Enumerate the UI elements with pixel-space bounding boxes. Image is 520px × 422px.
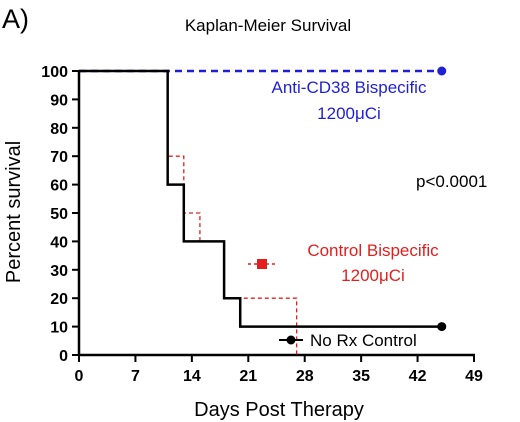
control-legend-marker — [257, 259, 267, 269]
control-label-line1: Control Bispecific — [307, 241, 439, 260]
y-tick-label: 60 — [50, 178, 68, 195]
control-label-line2: 1200μCi — [341, 266, 405, 285]
series-layer — [79, 66, 447, 355]
y-tick-label: 100 — [41, 64, 68, 81]
x-tick-label: 0 — [75, 368, 84, 385]
x-tick-label: 42 — [409, 368, 427, 385]
y-tick-label: 30 — [50, 263, 68, 280]
x-axis-title: Days Post Therapy — [194, 399, 364, 421]
y-tick-label: 40 — [50, 234, 68, 251]
x-tick-label: 28 — [296, 368, 314, 385]
legend-layer — [248, 259, 303, 345]
x-tick-label: 7 — [131, 368, 140, 385]
axes: 0 7 14 21 28 35 42 49 0 10 20 30 40 50 60 70 80 90 100 — [41, 64, 483, 385]
y-axis-title: Percent survival — [3, 141, 25, 283]
y-tick-label: 0 — [59, 348, 68, 365]
no-rx-survival-line — [79, 69, 442, 328]
x-tick-label: 35 — [352, 368, 370, 385]
y-tick-label: 20 — [50, 291, 68, 308]
y-tick-label: 80 — [50, 121, 68, 138]
no-rx-legend-marker — [286, 335, 296, 345]
x-tick-label: 49 — [465, 368, 483, 385]
y-tick-label: 70 — [50, 149, 68, 166]
x-tick-label: 14 — [183, 368, 201, 385]
p-value-label: p<0.0001 — [416, 172, 487, 191]
y-tick-label: 10 — [50, 320, 68, 337]
anti-cd38-label-line2: 1200μCi — [317, 104, 381, 123]
panel-label: A) — [2, 4, 29, 34]
x-tick-label: 21 — [239, 368, 257, 385]
anti-cd38-end-marker — [437, 66, 447, 76]
y-tick-label: 90 — [50, 92, 68, 109]
no-rx-end-marker — [437, 322, 447, 332]
chart-title: Kaplan-Meier Survival — [185, 16, 351, 35]
control-survival-line — [79, 70, 298, 355]
y-tick-label: 50 — [50, 206, 68, 223]
no-rx-label: No Rx Control — [310, 331, 417, 350]
anti-cd38-label-line1: Anti-CD38 Bispecific — [272, 78, 427, 97]
